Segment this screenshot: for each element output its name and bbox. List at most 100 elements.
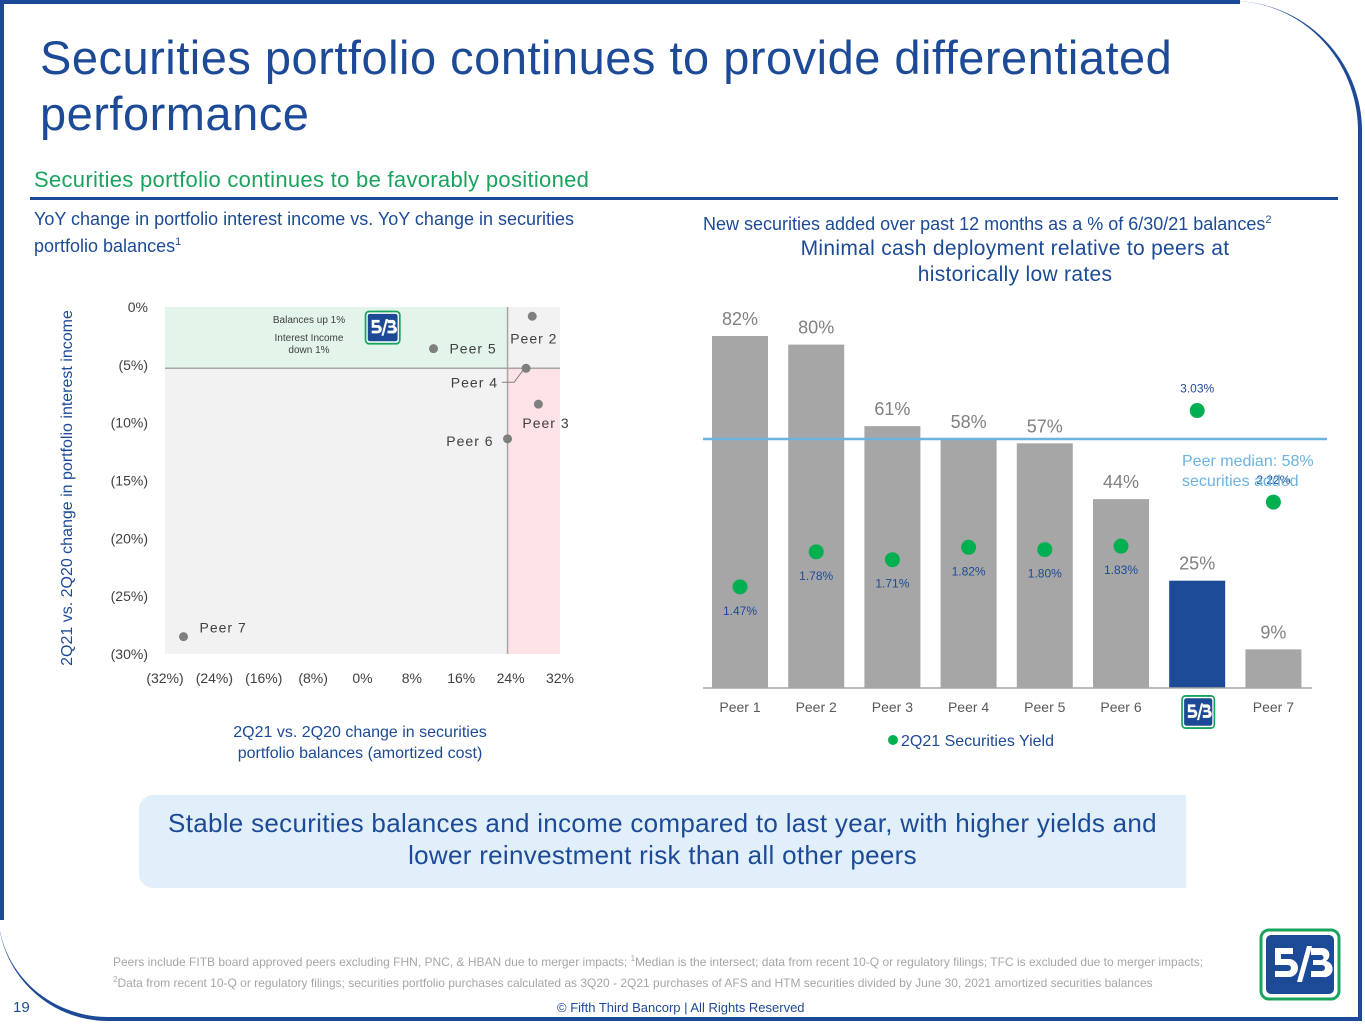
frame-left-border bbox=[0, 0, 4, 920]
bar-value-label: 61% bbox=[874, 399, 910, 419]
category-label: Peer 5 bbox=[1024, 699, 1065, 715]
yield-dot bbox=[961, 539, 977, 555]
yield-label: 1.71% bbox=[875, 577, 909, 591]
bar bbox=[1245, 649, 1302, 688]
x-tick-label: 24% bbox=[497, 670, 525, 686]
bar bbox=[712, 336, 768, 688]
yield-label: 1.80% bbox=[1028, 567, 1062, 581]
x-axis-label-line: 2Q21 vs. 2Q20 change in securities bbox=[233, 724, 486, 741]
fitb-annotation-line: Interest Income bbox=[275, 333, 344, 344]
peer4-leader bbox=[502, 370, 524, 383]
fitb-scatter-logo-icon bbox=[364, 310, 401, 345]
yield-dot bbox=[1037, 542, 1053, 558]
scatter-point bbox=[179, 632, 189, 642]
logo-glyph-slash bbox=[1196, 703, 1204, 721]
fitb-annotation-line: down 1% bbox=[288, 345, 329, 356]
fitb-annotation: Balances up 1% bbox=[273, 315, 345, 326]
scatter-point bbox=[527, 311, 537, 321]
y-tick-label: (10%) bbox=[111, 415, 148, 431]
bar-value-label: 44% bbox=[1103, 472, 1139, 492]
logo-glyph-5 bbox=[1187, 704, 1198, 718]
quadrant-green bbox=[165, 307, 508, 369]
bar-value-label: 58% bbox=[951, 412, 987, 432]
logo-glyph-3 bbox=[1202, 704, 1212, 718]
category-label: Peer 3 bbox=[872, 699, 913, 715]
x-tick-label: 16% bbox=[447, 670, 475, 686]
y-tick-label: 0% bbox=[128, 299, 148, 315]
bar-value-label: 80% bbox=[798, 318, 834, 338]
x-axis-label: 2Q21 vs. 2Q20 change in securities portfo… bbox=[233, 724, 486, 762]
yield-label: 3.03% bbox=[1180, 382, 1214, 396]
yield-dot bbox=[1113, 538, 1129, 554]
yield-label: 1.47% bbox=[723, 604, 757, 618]
legend-marker bbox=[888, 735, 898, 745]
footnote: Peers include FITB board approved peers … bbox=[113, 954, 1204, 990]
category-label: Peer 2 bbox=[796, 699, 837, 715]
fitb-annotation: Interest Income down 1% bbox=[275, 333, 344, 356]
slide-subtitle: Securities portfolio continues to be fav… bbox=[34, 167, 590, 192]
yield-label: 1.82% bbox=[952, 564, 986, 578]
x-tick-label: (16%) bbox=[245, 670, 282, 686]
scatter-point bbox=[428, 344, 438, 354]
y-tick-label: (5%) bbox=[118, 357, 148, 373]
yield-label: 2.22% bbox=[1256, 473, 1290, 487]
subtitle-rule bbox=[30, 197, 1338, 200]
y-tick-label: (20%) bbox=[111, 530, 148, 546]
scatter-point-label: Peer 5 bbox=[449, 341, 496, 357]
quadrant-red bbox=[507, 368, 560, 654]
logo-glyph-3 bbox=[387, 319, 398, 334]
yield-label: 1.78% bbox=[799, 569, 833, 583]
y-tick-label: (15%) bbox=[111, 473, 148, 489]
bar-value-label: 9% bbox=[1260, 622, 1286, 642]
bar-value-label: 25% bbox=[1179, 554, 1215, 574]
slide-title: Securities portfolio continues to provid… bbox=[40, 31, 1173, 140]
bar bbox=[1169, 580, 1226, 688]
x-tick-label: 8% bbox=[402, 670, 422, 686]
x-tick-label: (32%) bbox=[146, 670, 183, 686]
yield-label: 1.83% bbox=[1104, 563, 1138, 577]
callout-box: Stable securities balances and income co… bbox=[139, 795, 1186, 888]
copyright: © Fifth Third Bancorp | All Rights Reser… bbox=[557, 1000, 805, 1015]
bar bbox=[1016, 443, 1073, 688]
scatter-point bbox=[533, 399, 543, 409]
bar bbox=[1093, 499, 1149, 688]
bar-value-label: 82% bbox=[722, 309, 758, 329]
scatter-point-label: Peer 7 bbox=[200, 620, 247, 636]
median-label: securities added bbox=[1182, 473, 1299, 490]
median-label: Peer median: 58% bbox=[1182, 453, 1314, 470]
x-tick-label: 0% bbox=[352, 670, 372, 686]
scatter-point-label: Peer 4 bbox=[451, 374, 498, 390]
yield-dot bbox=[1265, 494, 1281, 510]
yield-dot bbox=[732, 579, 748, 595]
x-tick-label: (8%) bbox=[298, 670, 328, 686]
frame-top-border bbox=[0, 0, 1240, 4]
yield-dot bbox=[808, 544, 824, 560]
bar-heading: New securities added over past 12 months… bbox=[703, 214, 1272, 234]
scatter-point bbox=[503, 434, 513, 444]
yield-dot bbox=[884, 552, 900, 568]
category-label: Peer 7 bbox=[1253, 699, 1294, 715]
category-label: Peer 4 bbox=[948, 699, 989, 715]
scatter-heading: YoY change in portfolio interest income … bbox=[34, 209, 575, 256]
y-tick-label: (30%) bbox=[111, 646, 148, 662]
fitb-category-logo-icon bbox=[1181, 695, 1216, 730]
bar bbox=[940, 439, 997, 688]
bar-subtitle: Minimal cash deployment relative to peer… bbox=[800, 237, 1230, 286]
scatter-chart: 0% (5%) (10%) (15%) (20%) (25%) (30%) (32%) (24%… bbox=[59, 299, 574, 762]
bar-chart: 82% Peer 1 1.47% 80% Peer 2 1.78% 61% Peer 3 1.7… bbox=[703, 309, 1327, 750]
yield-dot bbox=[1189, 403, 1205, 419]
x-tick-label: 32% bbox=[546, 670, 574, 686]
fifth-third-logo-icon bbox=[1259, 928, 1341, 1001]
scatter-point-label: Peer 6 bbox=[446, 433, 493, 449]
page-number: 19 bbox=[13, 999, 30, 1016]
scatter-point-label: Peer 3 bbox=[522, 415, 569, 431]
scatter-point bbox=[521, 363, 531, 373]
legend-label: 2Q21 Securities Yield bbox=[901, 733, 1054, 750]
y-axis-label: 2Q21 vs. 2Q20 change in portfolio intere… bbox=[59, 310, 76, 666]
scatter-point-label: Peer 2 bbox=[510, 330, 557, 346]
bar bbox=[788, 344, 845, 688]
category-label: Peer 1 bbox=[719, 699, 760, 715]
logo-glyph-5 bbox=[371, 319, 382, 334]
x-axis-label-line: portfolio balances (amortized cost) bbox=[238, 745, 483, 762]
